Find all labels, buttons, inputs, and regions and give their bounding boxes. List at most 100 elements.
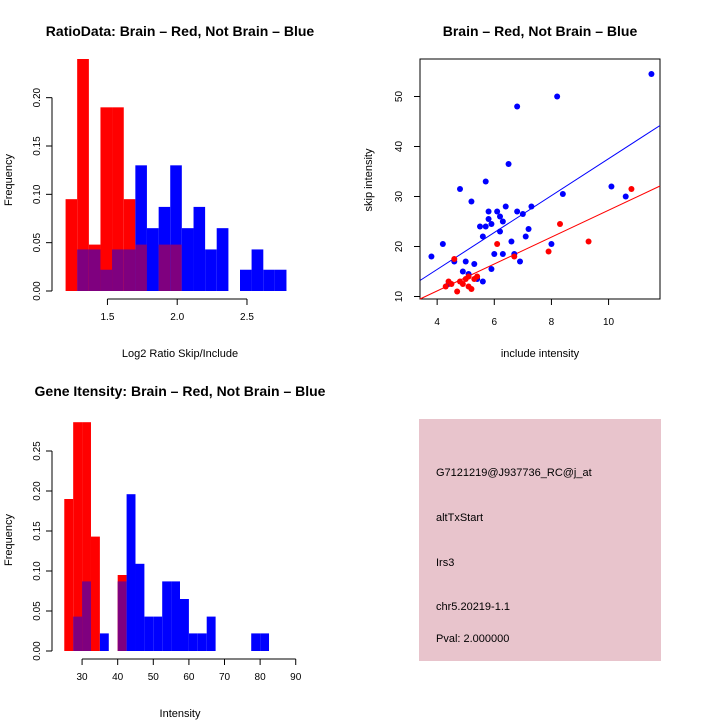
location-text: chr5.20219-1.1 <box>436 601 510 613</box>
ratio-bar-overlap-5 <box>123 249 136 291</box>
scatter-point-notbrain-8 <box>468 198 475 205</box>
gene-bar-notbrain-10 <box>153 616 163 651</box>
scatter-point-notbrain-35 <box>525 226 532 232</box>
gene-bar-notbrain-7 <box>126 494 136 651</box>
gene-x-tick-label-0: 30 <box>77 672 89 683</box>
scatter-point-brain-10 <box>468 286 475 292</box>
ratio-bar-notbrain-9 <box>170 165 182 291</box>
scatter-point-notbrain-17 <box>485 208 492 215</box>
gene-bar-brain-0 <box>64 499 74 651</box>
ratio-bar-notbrain-13 <box>216 228 229 291</box>
scatter-fit-line-notbrain <box>419 125 661 281</box>
ratio-histogram-axes: 1.5 2.0 2.5 0.00 0.05 0.10 0.15 0.20 <box>32 87 254 323</box>
scatter-y-tick-label-2: 30 <box>394 191 405 203</box>
scatter-point-notbrain-36 <box>528 203 535 210</box>
scatter-point-notbrain-23 <box>497 228 503 235</box>
ratio-bar-notbrain-7 <box>146 228 159 291</box>
gene-bar-overlap-6 <box>117 581 127 651</box>
scatter-point-notbrain-0 <box>428 253 435 260</box>
scatter-point-notbrain-33 <box>519 211 526 217</box>
gene-y-tick-label-0: 0.00 <box>32 641 43 661</box>
scatter-y-tick-label-0: 10 <box>394 291 405 303</box>
gene-bar-notbrain-16 <box>206 616 216 651</box>
scatter-point-notbrain-9 <box>471 261 478 267</box>
ratio-bar-brain-4 <box>112 107 124 291</box>
intensity-scatter-panel: Brain – Red, Not Brain – Blue include in… <box>363 23 661 360</box>
ratio-histogram-title: RatioData: Brain – Red, Not Brain – Blue <box>46 23 315 39</box>
scatter-point-brain-2 <box>448 281 455 287</box>
gene-y-tick-label-2: 0.10 <box>32 561 43 581</box>
gene-bar-notbrain-21 <box>251 633 261 651</box>
scatter-y-tick-label-3: 40 <box>394 141 405 153</box>
ratio-bar-brain-0 <box>65 199 78 291</box>
ratio-y-tick-label-4: 0.20 <box>32 87 43 107</box>
scatter-point-brain-12 <box>474 273 481 280</box>
scatter-point-brain-4 <box>454 288 461 295</box>
ratio-bar-notbrain-10 <box>181 228 194 291</box>
ratio-bar-overlap-2 <box>88 249 101 291</box>
gene-x-tick-label-4: 70 <box>219 672 231 683</box>
probe-info-background <box>419 419 661 661</box>
gene-x-tick-label-5: 80 <box>255 672 267 683</box>
scatter-point-notbrain-42 <box>648 71 655 77</box>
gene-intensity-xlabel: Intensity <box>160 708 201 720</box>
ratio-histogram-ylabel: Frequency <box>3 154 15 206</box>
gene-x-tick-label-1: 40 <box>112 672 124 683</box>
ratio-bar-notbrain-16 <box>251 249 264 291</box>
ratio-bar-overlap-8 <box>158 244 171 291</box>
scatter-point-notbrain-19 <box>488 266 495 272</box>
scatter-point-notbrain-28 <box>508 238 515 245</box>
scatter-point-notbrain-40 <box>608 183 615 190</box>
gene-bar-notbrain-22 <box>260 633 270 651</box>
gene-bar-notbrain-13 <box>180 599 189 651</box>
scatter-point-brain-16 <box>557 221 563 227</box>
scatter-point-brain-3 <box>451 256 458 262</box>
ratio-bar-overlap-6 <box>135 244 147 291</box>
ratio-bar-overlap-9 <box>170 244 182 291</box>
scatter-point-notbrain-41 <box>622 193 629 200</box>
scatter-point-notbrain-26 <box>502 203 509 210</box>
scatter-point-notbrain-37 <box>548 241 555 247</box>
ratio-x-tick-label-1: 2.0 <box>170 312 184 323</box>
gene-bar-notbrain-4 <box>99 633 109 651</box>
gene-bar-notbrain-9 <box>144 616 154 651</box>
scatter-point-notbrain-39 <box>559 191 566 197</box>
scatter-point-notbrain-20 <box>491 251 498 257</box>
scatter-point-brain-13 <box>494 241 501 247</box>
gene-x-tick-label-2: 50 <box>148 672 160 683</box>
gene-y-tick-label-1: 0.05 <box>32 601 43 621</box>
scatter-y-tick-label-1: 20 <box>394 241 405 253</box>
gene-x-tick-label-6: 90 <box>290 672 302 683</box>
scatter-point-notbrain-16 <box>485 216 492 222</box>
scatter-point-brain-15 <box>545 248 552 255</box>
pvalue-text: Pval: 2.000000 <box>436 633 509 645</box>
gene-intensity-axes: 30 40 50 60 70 80 90 0.00 0.05 0.10 0.15 0.20 0.25 <box>32 441 302 683</box>
scatter-point-notbrain-32 <box>517 258 523 265</box>
scatter-x-tick-label-3: 10 <box>603 317 615 328</box>
gene-bar-brain-2 <box>82 422 91 651</box>
ratio-bar-notbrain-12 <box>205 249 217 291</box>
gene-bar-overlap-1 <box>73 616 83 651</box>
ratio-bar-brain-5 <box>123 199 136 291</box>
scatter-point-brain-6 <box>459 281 466 287</box>
gene-bar-notbrain-15 <box>197 633 207 651</box>
scatter-point-notbrain-24 <box>499 218 506 225</box>
event-type-text: altTxStart <box>436 512 483 524</box>
gene-intensity-bars <box>64 422 270 651</box>
scatter-point-notbrain-13 <box>479 278 486 285</box>
gene-bar-overlap-2 <box>82 581 91 651</box>
ratio-y-tick-label-3: 0.15 <box>32 136 43 156</box>
ratio-bar-brain-3 <box>100 107 113 291</box>
gene-y-tick-label-3: 0.15 <box>32 521 43 541</box>
ratio-x-tick-label-2: 2.5 <box>240 312 254 323</box>
ratio-bar-notbrain-11 <box>193 206 206 291</box>
scatter-point-notbrain-11 <box>477 223 483 230</box>
scatter-point-notbrain-21 <box>494 208 501 215</box>
scatter-point-notbrain-38 <box>554 93 561 100</box>
scatter-point-notbrain-4 <box>457 186 463 192</box>
gene-x-tick-label-3: 60 <box>183 672 195 683</box>
scatter-point-notbrain-1 <box>439 241 446 247</box>
scatter-point-notbrain-14 <box>482 223 489 230</box>
ratio-y-tick-label-1: 0.05 <box>32 232 43 252</box>
